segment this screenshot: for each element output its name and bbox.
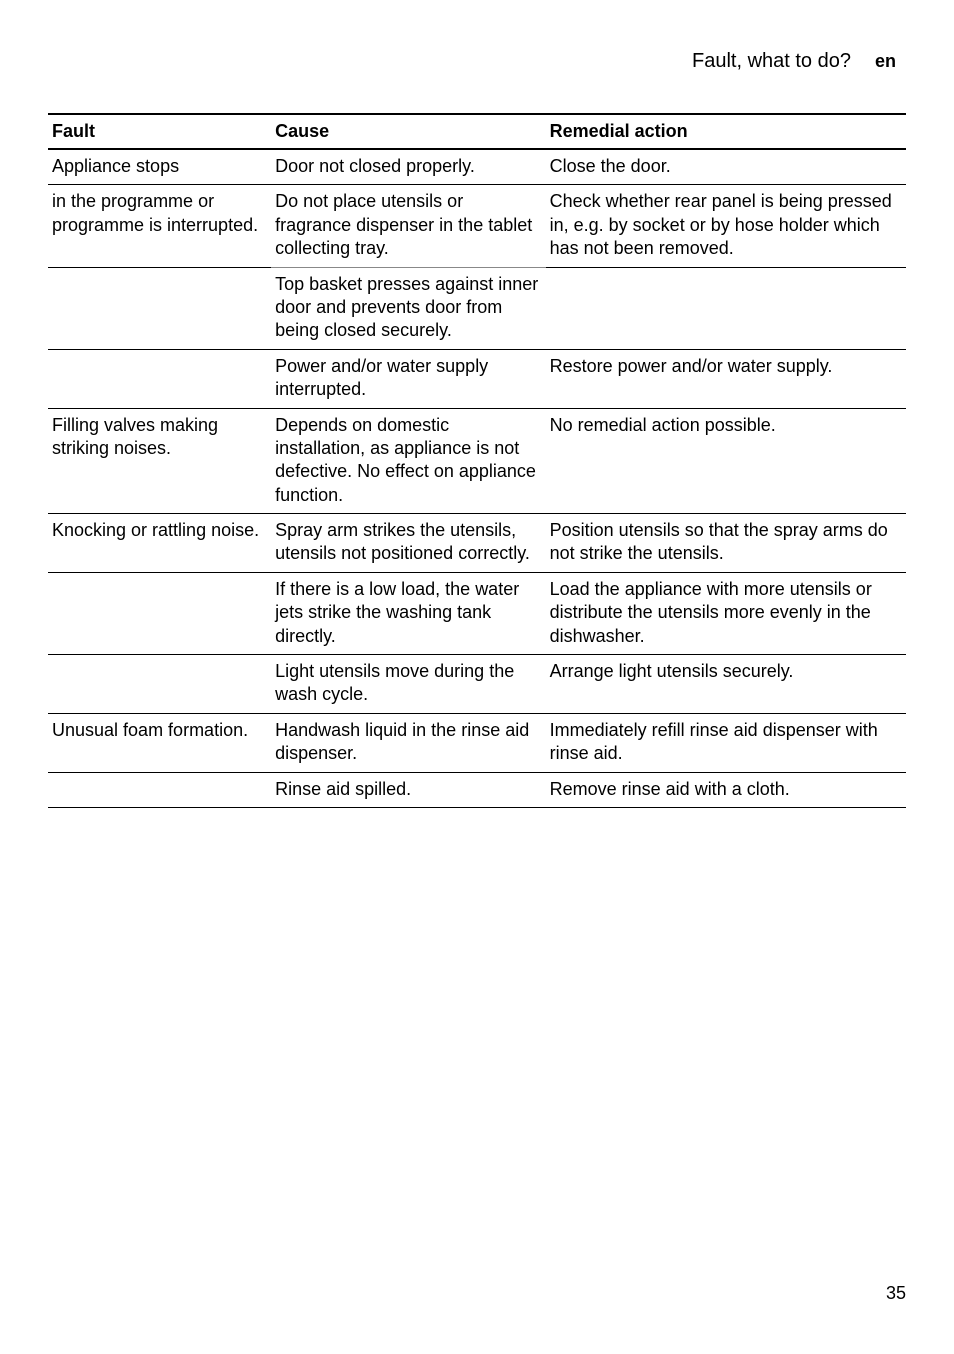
header-fault: Fault bbox=[48, 114, 271, 149]
cell-fault bbox=[48, 349, 271, 408]
header-title: Fault, what to do? bbox=[692, 50, 851, 73]
header-cause: Cause bbox=[271, 114, 546, 149]
table-header-row: Fault Cause Remedial action bbox=[48, 114, 906, 149]
table-row: Top basket presses against inner door an… bbox=[48, 267, 906, 349]
cell-fault bbox=[48, 772, 271, 807]
cell-fault: in the programme or programme is interru… bbox=[48, 185, 271, 267]
page-number: 35 bbox=[886, 1283, 906, 1304]
table-row: Filling valves making striking noises. D… bbox=[48, 408, 906, 514]
table-row: Unusual foam formation. Handwash liquid … bbox=[48, 713, 906, 772]
cell-cause: Spray arm strikes the utensils, utensils… bbox=[271, 514, 546, 573]
cell-remedy: Check whether rear panel is being presse… bbox=[546, 185, 906, 267]
cell-fault bbox=[48, 572, 271, 654]
table-row: Power and/or water supply interrupted. R… bbox=[48, 349, 906, 408]
cell-remedy: Close the door. bbox=[546, 149, 906, 185]
cell-fault: Unusual foam formation. bbox=[48, 713, 271, 772]
cell-cause: Door not closed properly. bbox=[271, 149, 546, 185]
cell-remedy: Immediately refill rinse aid dispenser w… bbox=[546, 713, 906, 772]
cell-fault: Knocking or rattling noise. bbox=[48, 514, 271, 573]
header-lang: en bbox=[875, 51, 896, 72]
table-row: Rinse aid spilled. Remove rinse aid with… bbox=[48, 772, 906, 807]
cell-cause: Depends on domestic installation, as app… bbox=[271, 408, 546, 514]
table-row: If there is a low load, the water jets s… bbox=[48, 572, 906, 654]
table-row: in the programme or programme is interru… bbox=[48, 185, 906, 267]
cell-remedy: No remedial action possible. bbox=[546, 408, 906, 514]
cell-fault bbox=[48, 267, 271, 349]
cell-fault: Filling valves making striking noises. bbox=[48, 408, 271, 514]
header-remedy: Remedial action bbox=[546, 114, 906, 149]
table-row: Light utensils move during the wash cycl… bbox=[48, 655, 906, 714]
cell-cause: Rinse aid spilled. bbox=[271, 772, 546, 807]
cell-cause: Handwash liquid in the rinse aid dispens… bbox=[271, 713, 546, 772]
cell-cause: If there is a low load, the water jets s… bbox=[271, 572, 546, 654]
cell-remedy: Restore power and/or water supply. bbox=[546, 349, 906, 408]
troubleshooting-table: Fault Cause Remedial action Appliance st… bbox=[48, 113, 906, 808]
table-row: Appliance stops Door not closed properly… bbox=[48, 149, 906, 185]
cell-fault bbox=[48, 655, 271, 714]
cell-cause: Do not place utensils or fragrance dispe… bbox=[271, 185, 546, 267]
cell-cause: Power and/or water supply interrupted. bbox=[271, 349, 546, 408]
table-row: Knocking or rattling noise. Spray arm st… bbox=[48, 514, 906, 573]
page-header: Fault, what to do? en bbox=[48, 50, 906, 73]
cell-remedy: Arrange light utensils securely. bbox=[546, 655, 906, 714]
cell-cause: Top basket presses against inner door an… bbox=[271, 267, 546, 349]
cell-remedy: Position utensils so that the spray arms… bbox=[546, 514, 906, 573]
cell-fault: Appliance stops bbox=[48, 149, 271, 185]
cell-remedy: Remove rinse aid with a cloth. bbox=[546, 772, 906, 807]
cell-remedy: Load the appliance with more utensils or… bbox=[546, 572, 906, 654]
cell-cause: Light utensils move during the wash cycl… bbox=[271, 655, 546, 714]
cell-remedy bbox=[546, 267, 906, 349]
